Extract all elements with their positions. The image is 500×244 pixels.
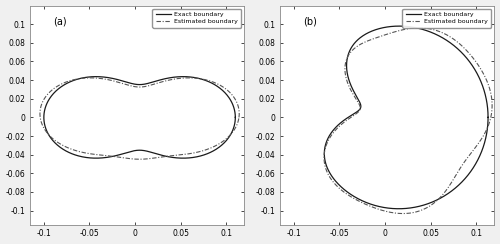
Legend: Exact boundary, Estimated boundary: Exact boundary, Estimated boundary [152, 9, 242, 28]
Text: (b): (b) [303, 17, 317, 27]
Legend: Exact boundary, Estimated boundary: Exact boundary, Estimated boundary [402, 9, 492, 28]
Text: (a): (a) [53, 17, 66, 27]
